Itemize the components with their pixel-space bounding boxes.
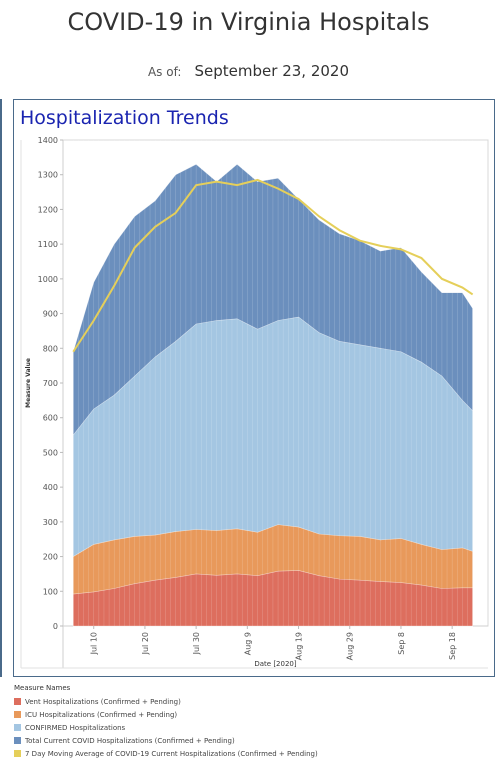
page-title: COVID-19 in Virginia Hospitals xyxy=(67,8,430,36)
x-tick-label: Jul 20 xyxy=(141,632,150,655)
legend-item[interactable]: Vent Hospitalizations (Confirmed + Pendi… xyxy=(14,695,318,708)
x-tick-label: Aug 9 xyxy=(243,632,252,655)
legend-swatch xyxy=(14,698,21,705)
x-tick-label: Sep 18 xyxy=(448,632,457,660)
legend-item[interactable]: 7 Day Moving Average of COVID-19 Current… xyxy=(14,747,318,760)
y-tick-label: 800 xyxy=(43,344,58,353)
legend-swatch xyxy=(14,750,21,757)
legend: Measure Names Vent Hospitalizations (Con… xyxy=(14,684,318,760)
left-edge-marker xyxy=(0,99,2,677)
y-tick-label: 900 xyxy=(43,310,58,319)
legend-item[interactable]: ICU Hospitalizations (Confirmed + Pendin… xyxy=(14,708,318,721)
y-tick-label: 200 xyxy=(43,553,58,562)
y-tick-label: 1100 xyxy=(38,240,58,249)
legend-label: ICU Hospitalizations (Confirmed + Pendin… xyxy=(25,710,178,719)
y-tick-label: 600 xyxy=(43,414,58,423)
legend-swatch xyxy=(14,724,21,731)
as-of-row: As of: September 23, 2020 xyxy=(0,61,497,80)
legend-item[interactable]: Total Current COVID Hospitalizations (Co… xyxy=(14,734,318,747)
y-tick-label: 1300 xyxy=(38,171,58,180)
as-of-label: As of: xyxy=(147,65,182,79)
x-axis-title: Date [2020] xyxy=(254,660,297,668)
legend-swatch xyxy=(14,737,21,744)
y-tick-label: 500 xyxy=(43,448,58,457)
y-tick-label: 400 xyxy=(43,483,58,492)
as-of-date: September 23, 2020 xyxy=(194,62,350,80)
hospitalization-trends-panel: Hospitalization Trends xyxy=(13,99,495,677)
x-tick-label: Jul 30 xyxy=(192,632,201,655)
legend-swatch xyxy=(14,711,21,718)
x-tick-label: Jul 10 xyxy=(90,632,99,655)
legend-title: Measure Names xyxy=(14,684,71,692)
x-tick-label: Aug 29 xyxy=(346,632,355,660)
y-tick-label: 1400 xyxy=(38,136,58,145)
x-tick-label: Sep 8 xyxy=(397,632,406,655)
legend-label: 7 Day Moving Average of COVID-19 Current… xyxy=(25,749,318,758)
legend-label: CONFIRMED Hospitalizations xyxy=(25,723,126,732)
hospitalization-trends-chart: 0 100 200 300 400 500 600 700 800 900 1000 1100 1200… xyxy=(20,136,489,669)
moving-average-line xyxy=(72,178,474,353)
legend-item[interactable]: CONFIRMED Hospitalizations xyxy=(14,721,318,734)
y-tick-label: 700 xyxy=(43,379,58,388)
y-tick-label: 0 xyxy=(53,622,58,631)
x-tick-label: Aug 19 xyxy=(295,632,304,660)
y-axis-title: Measure Value xyxy=(25,358,32,408)
y-tick-label: 300 xyxy=(43,518,58,527)
legend-label: Vent Hospitalizations (Confirmed + Pendi… xyxy=(25,697,181,706)
y-tick-label: 1200 xyxy=(38,205,58,214)
y-tick-label: 1000 xyxy=(38,275,58,284)
legend-label: Total Current COVID Hospitalizations (Co… xyxy=(25,736,235,745)
y-tick-label: 100 xyxy=(43,587,58,596)
panel-title: Hospitalization Trends xyxy=(20,107,229,129)
area-series-0 xyxy=(72,570,473,627)
